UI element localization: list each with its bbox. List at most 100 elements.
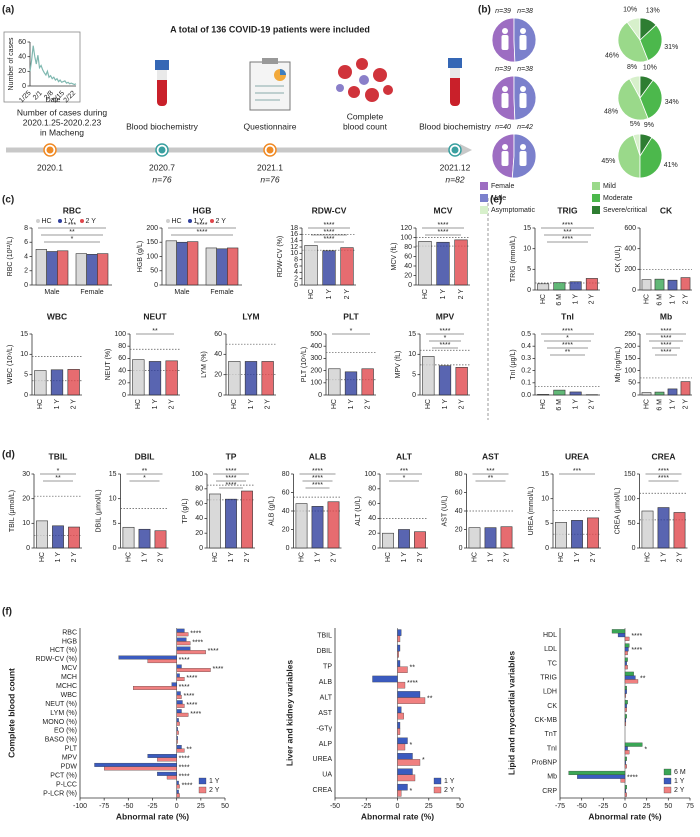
y-tick-label: 0 [412, 392, 416, 399]
x-tick-label: 6 M [556, 294, 563, 306]
y-tick-label: 20 [455, 526, 463, 533]
bar [641, 279, 652, 291]
legend-label: Male [491, 195, 506, 202]
significance: **** [182, 782, 193, 789]
bar [537, 394, 550, 396]
bar [118, 655, 177, 660]
x-tick-label: 1 Y [401, 552, 408, 563]
category-label: MONO (%) [42, 719, 77, 726]
bar [176, 739, 178, 744]
bar [624, 750, 630, 755]
x-tick-label: HC [643, 399, 650, 409]
y-tick-label: 0 [154, 282, 158, 289]
y-tick-label: 60 [282, 489, 290, 496]
y-axis-label: AST (U/L) [441, 496, 448, 527]
y-tick-label: 200 [624, 266, 636, 273]
person-icon [502, 86, 508, 92]
chart-title: ALB [309, 451, 326, 461]
bar [555, 522, 567, 549]
person-icon [502, 28, 508, 34]
legend-marker [36, 219, 40, 223]
bar [36, 520, 48, 549]
bar [176, 694, 182, 699]
x-tick-label: 1 Y [572, 294, 579, 305]
category-label: ALB [319, 679, 333, 686]
pie-slice [617, 134, 641, 179]
category-label: HGB [62, 638, 78, 645]
bar [436, 241, 450, 286]
legend-label: 2 Y [209, 787, 220, 794]
pie-label: 34% [665, 99, 679, 106]
category-label: LYM (%) [50, 710, 77, 717]
pie-label: 45% [601, 158, 615, 165]
legend-swatch [663, 777, 672, 785]
category-label: AST [318, 710, 332, 717]
chart-title: RBC [63, 205, 81, 215]
legend-label: HC [172, 218, 182, 225]
bar [587, 517, 599, 549]
y-tick-label: 20 [22, 496, 30, 503]
significance: * [422, 757, 425, 764]
bar [657, 507, 670, 549]
category-label: WBC [61, 692, 77, 699]
y-tick-label: 0 [632, 287, 636, 294]
pie-label: n=40 [495, 124, 511, 131]
y-tick-label: 0 [113, 545, 117, 552]
legend-swatch [663, 786, 672, 794]
y-tick-label: 12 [290, 244, 298, 251]
legend-label: Female [491, 183, 514, 190]
y-tick-label: 60 [195, 500, 203, 507]
significance: **** [226, 468, 237, 475]
category-label: NEUT (%) [45, 701, 77, 708]
y-tick-label: 40 [118, 367, 126, 374]
x-tick-label: HC [37, 399, 44, 409]
bar [397, 629, 402, 636]
bar [654, 278, 665, 291]
bar [311, 506, 324, 549]
y-tick-label: 6 [294, 263, 298, 270]
y-tick-label: 60 [455, 489, 463, 496]
bar [34, 370, 47, 396]
y-tick-label: 200 [624, 343, 636, 350]
significance: **** [440, 328, 451, 335]
x-axis-label: Abnormal rate (%) [361, 811, 434, 821]
chart-title: PLT [343, 311, 359, 321]
significance: **** [661, 342, 672, 349]
significance: **** [197, 222, 208, 229]
y-tick-label: 15 [408, 331, 416, 338]
inset-frame [3, 31, 81, 103]
y-tick-label: 2 [294, 276, 298, 283]
bar [176, 789, 179, 794]
significance: **** [226, 475, 237, 482]
x-tick-label: 2 Y [676, 552, 683, 563]
bar [176, 736, 178, 740]
x-tick-label: 1 Y [572, 399, 579, 410]
step-label: Blood biochemistry [419, 121, 492, 131]
category-label: PCT (%) [50, 772, 77, 779]
category-label: ALP [319, 741, 333, 748]
significance: * [644, 746, 647, 753]
significance: * [410, 742, 413, 749]
significance: **** [192, 639, 203, 646]
significance: * [57, 468, 60, 475]
y-tick-label: 100 [364, 471, 376, 478]
bar [46, 251, 58, 286]
pie-label: 10% [643, 64, 657, 71]
bar [295, 503, 308, 549]
significance: * [403, 475, 406, 482]
bar [176, 632, 189, 637]
y-axis-label: ALT (U/L) [355, 496, 362, 526]
step-label: Complete [347, 111, 384, 121]
panel-label: (a) [2, 5, 14, 16]
x-tick-label: HC [540, 399, 547, 409]
x-tick-label: -75 [99, 803, 109, 810]
chart-title: MPV [436, 311, 455, 321]
bar [176, 677, 185, 681]
bar [553, 282, 566, 291]
x-tick-label: 25 [643, 803, 651, 810]
y-axis-label: DBIL (μmol/L) [95, 489, 102, 532]
y-axis-label: MPV (fL) [395, 351, 402, 379]
y-axis-label: HGB (g/L) [137, 241, 144, 273]
timeline-date: 2020.7 [149, 162, 175, 172]
y-tick-label: 0 [527, 287, 531, 294]
